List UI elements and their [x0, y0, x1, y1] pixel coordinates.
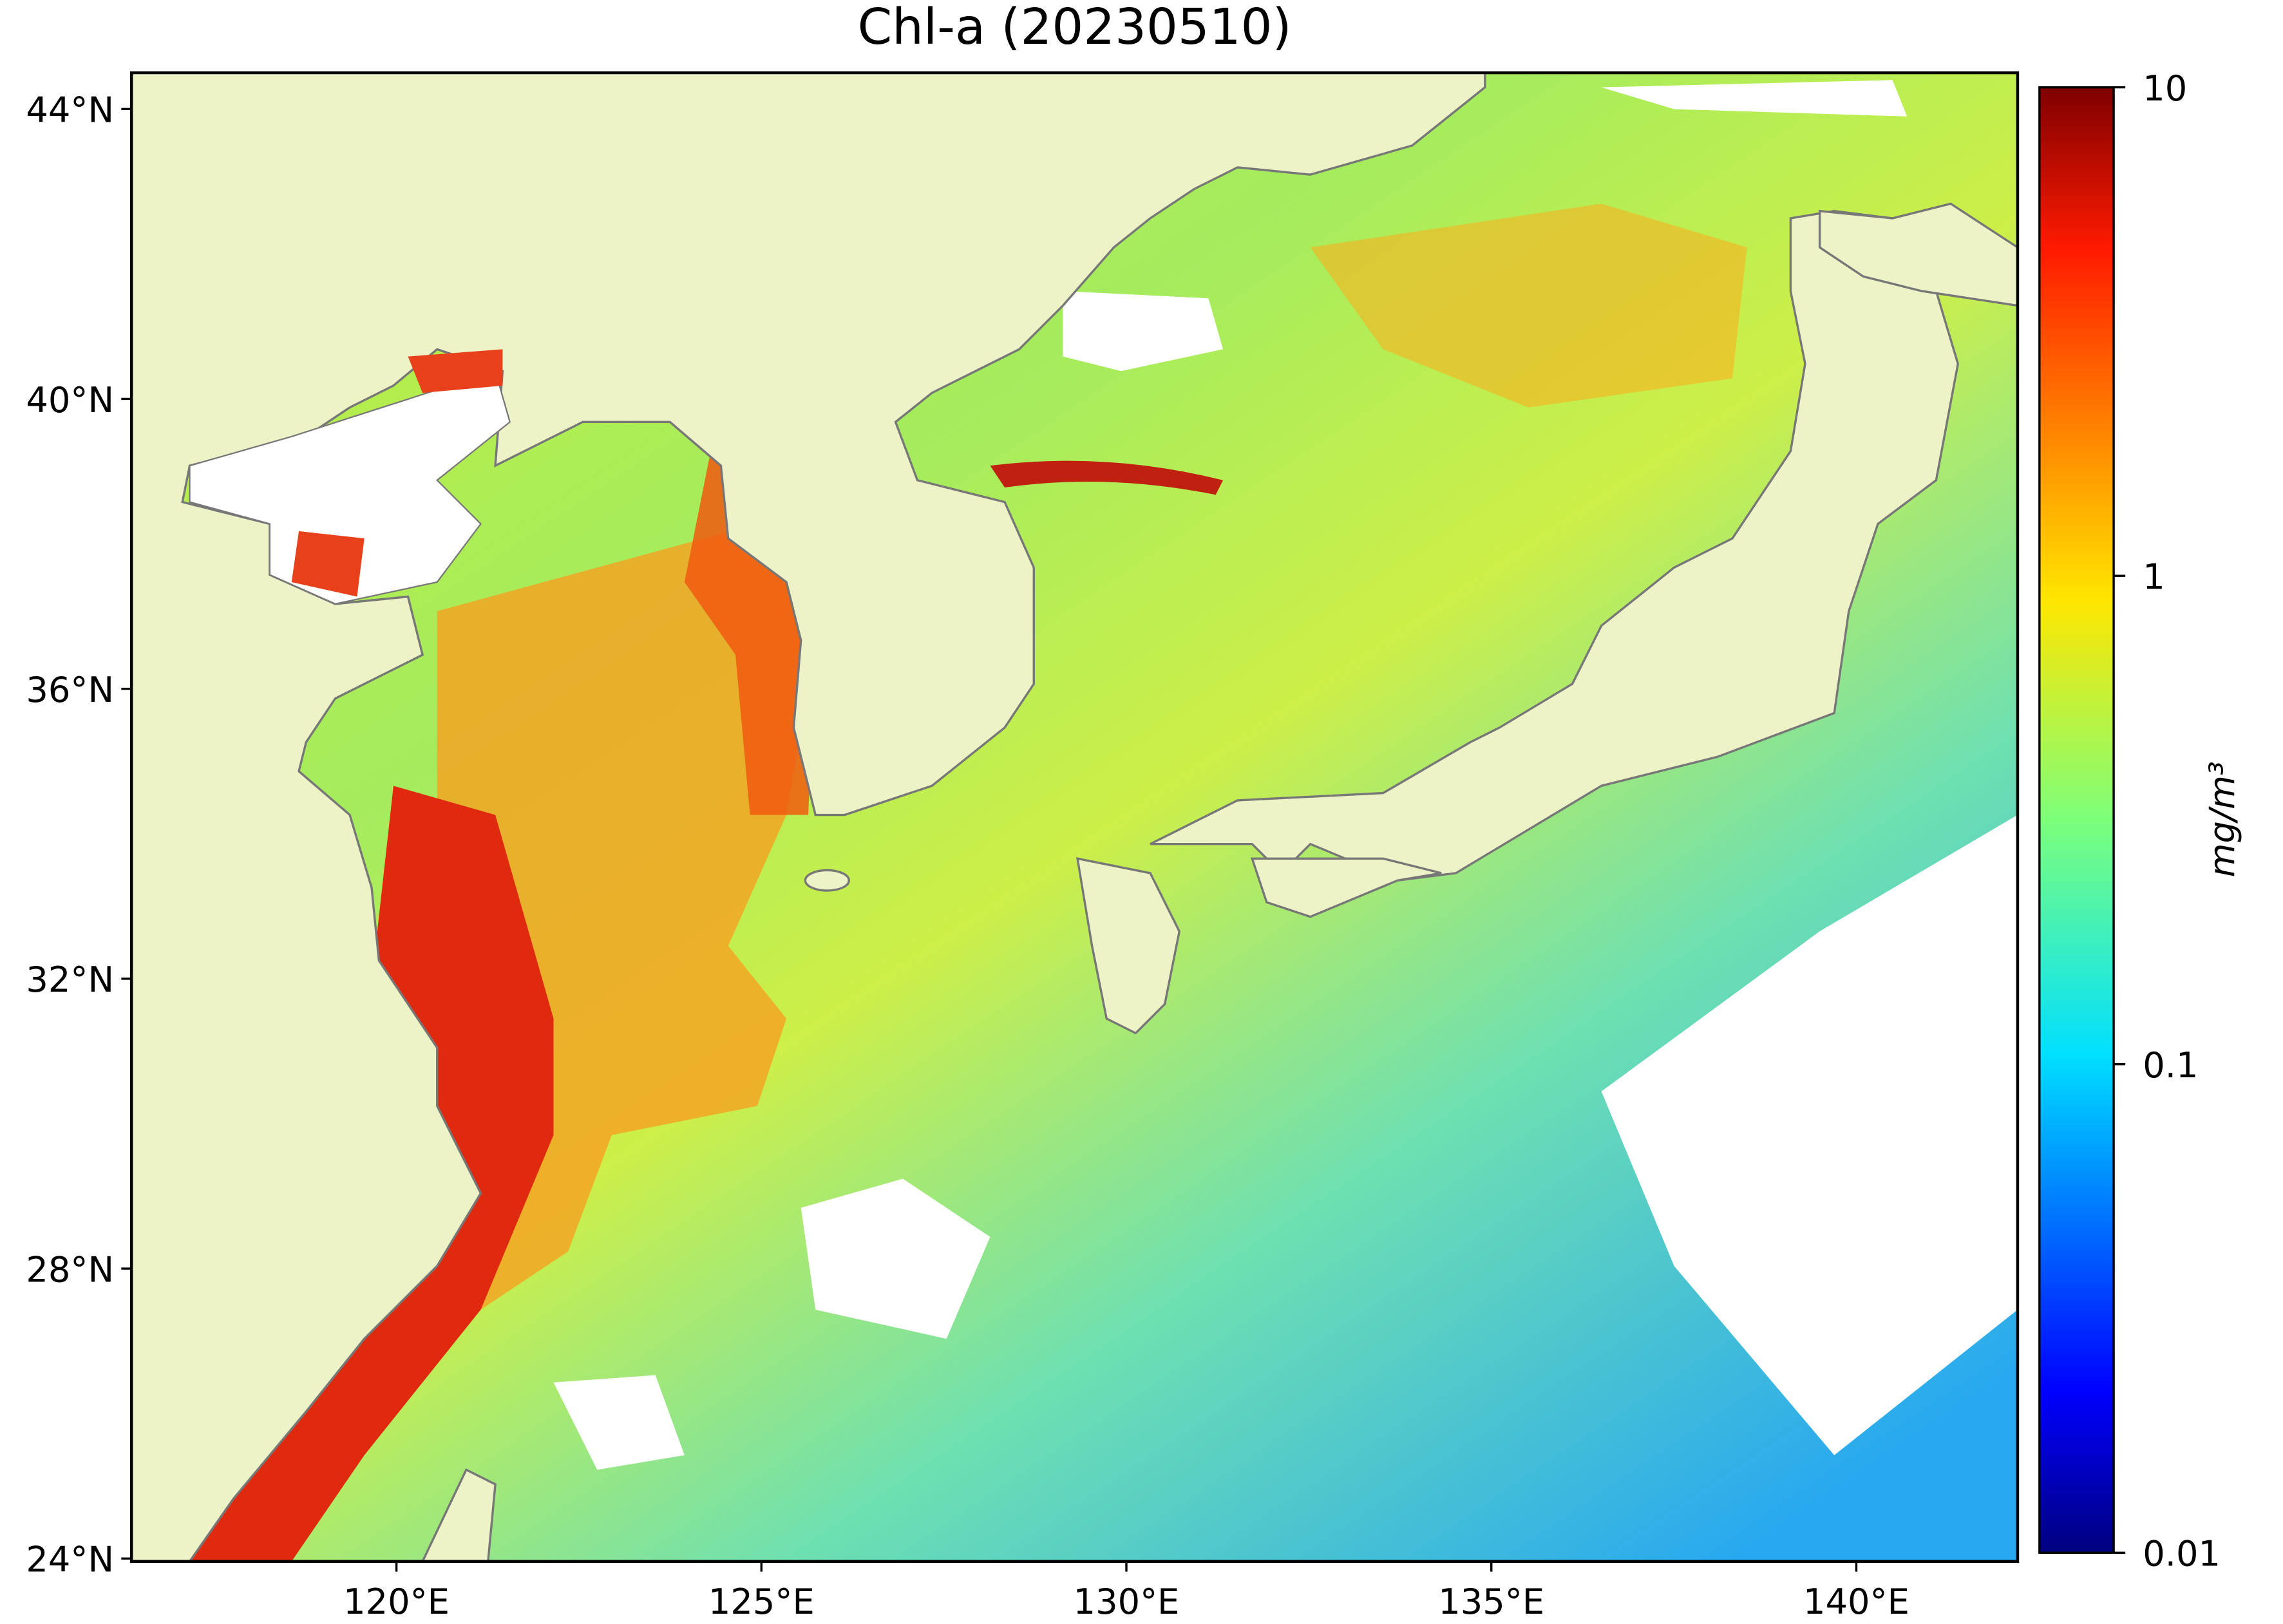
bloom	[1310, 203, 1747, 408]
jeju	[804, 869, 850, 892]
x-tick-label: 125°E	[708, 1582, 815, 1622]
kyushu	[1075, 857, 1181, 1035]
taiwan	[421, 1468, 497, 1562]
colorbar-tick-label: 0.01	[2143, 1534, 2221, 1574]
hokkaido	[1818, 202, 2018, 307]
y-tick-label: 28°N	[26, 1249, 114, 1290]
colorbar-tick-label: 1	[2143, 556, 2165, 597]
cloud	[553, 1375, 685, 1470]
mainland	[131, 72, 1486, 1562]
shikoku	[1250, 857, 1442, 918]
colorbar	[2038, 86, 2115, 1554]
bloom	[990, 460, 1224, 495]
y-tick-label: 24°N	[26, 1540, 114, 1580]
cloud	[1601, 80, 1908, 117]
x-tick-label: 140°E	[1803, 1582, 1909, 1622]
colorbar-tick-label: 10	[2143, 68, 2187, 109]
y-tick-label: 36°N	[26, 670, 114, 710]
coastal-bloom	[291, 349, 503, 597]
cloud	[800, 1178, 990, 1339]
cloud	[1063, 290, 1224, 372]
map-frame	[129, 71, 2020, 1563]
y-tick-label: 40°N	[26, 380, 114, 420]
map-area	[131, 72, 2018, 1562]
y-tick-label: 32°N	[26, 959, 114, 1000]
y-tick-label: 44°N	[26, 90, 114, 131]
map-title: Chl-a (20230510)	[858, 0, 1292, 56]
cloud	[1601, 815, 2018, 1455]
coastal-bloom	[684, 436, 816, 815]
x-tick-label: 135°E	[1438, 1582, 1544, 1622]
x-tick-label: 120°E	[343, 1582, 450, 1622]
x-tick-label: 130°E	[1074, 1582, 1180, 1622]
colorbar-tick-label: 0.1	[2143, 1045, 2198, 1086]
colorbar-label: mg/m³	[2202, 761, 2243, 877]
bohai-sea	[189, 370, 511, 605]
